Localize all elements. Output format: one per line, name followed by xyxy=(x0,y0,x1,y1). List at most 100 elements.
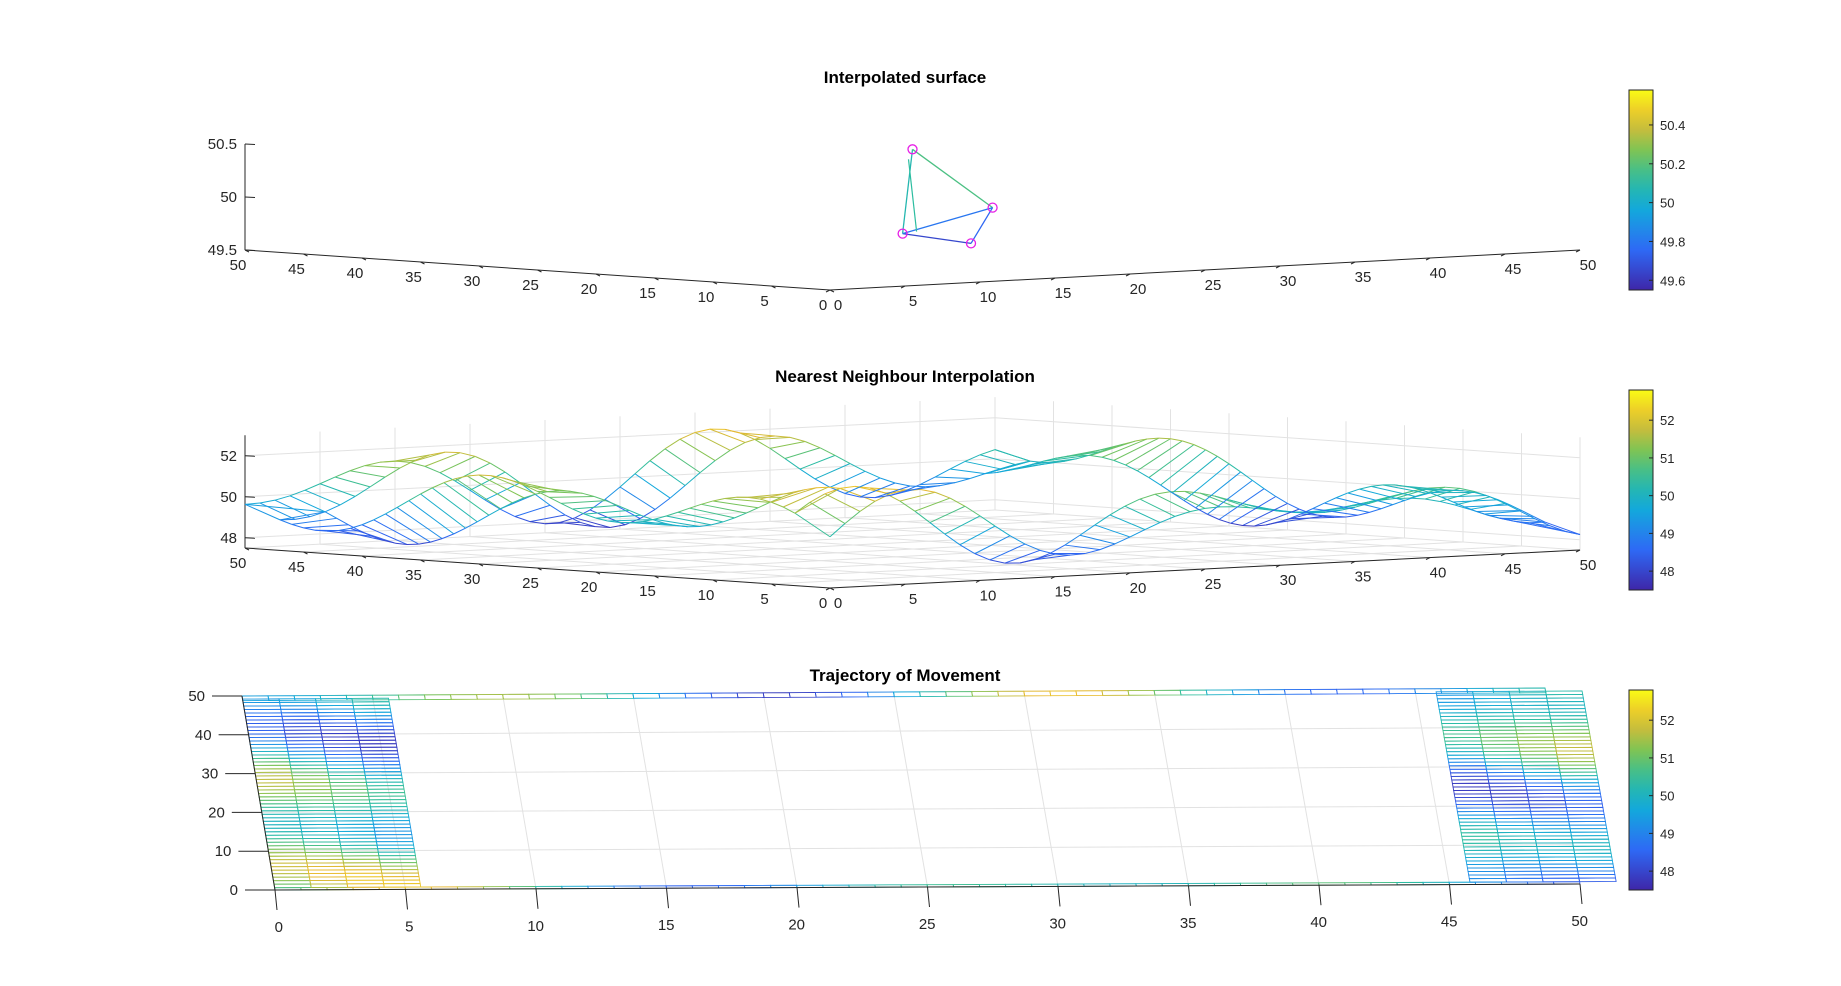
mesh-edge xyxy=(459,452,476,457)
mesh-edge xyxy=(408,493,421,502)
mesh-edge xyxy=(819,447,836,456)
z-tick-mark xyxy=(244,537,256,539)
mesh-edge xyxy=(989,543,1026,561)
mesh-edge xyxy=(570,490,583,494)
x-tick-mark xyxy=(1050,277,1056,281)
mesh-edge xyxy=(319,483,356,497)
mesh-edge xyxy=(979,454,1016,465)
mesh-edge xyxy=(385,507,398,515)
grid-line xyxy=(1283,689,1320,886)
mesh-edge xyxy=(529,514,566,523)
mesh-edge xyxy=(584,509,630,515)
mesh-edge xyxy=(1277,515,1323,523)
mesh-edge xyxy=(1136,440,1183,472)
mesh-edge xyxy=(361,519,374,526)
mesh-edge xyxy=(748,496,760,500)
mesh-edge xyxy=(439,455,476,474)
mesh-edge xyxy=(996,469,1009,474)
mesh-edge xyxy=(582,492,595,497)
grid-line xyxy=(1023,691,1059,887)
mesh-edge xyxy=(859,482,896,498)
mesh-edge xyxy=(701,503,747,514)
colorbar-tick-label: 50 xyxy=(1660,489,1674,504)
y-tick-label: 35 xyxy=(405,567,422,584)
mesh-edge xyxy=(634,473,671,499)
colorbar-tick-label: 52 xyxy=(1660,413,1674,428)
mesh-edge xyxy=(1486,495,1499,501)
mesh-edge xyxy=(844,511,861,524)
mesh-edge xyxy=(1274,510,1290,513)
mesh-edge xyxy=(1054,553,1071,556)
mesh-edge xyxy=(1199,492,1216,497)
mesh-cell xyxy=(788,692,817,698)
panel-interpolated-surface: Interpolated surface 0 5 10 15 20 25 30 35 40 45 5… xyxy=(208,68,1686,314)
mesh-cell xyxy=(1388,688,1417,695)
mesh-edge xyxy=(488,508,501,516)
x-tick-label: 40 xyxy=(1310,914,1327,931)
grid-line xyxy=(769,520,1356,562)
mesh-cell xyxy=(1231,689,1260,696)
mesh-edge xyxy=(1462,490,1475,493)
mesh-edge xyxy=(689,503,702,509)
mesh-edge xyxy=(899,491,936,502)
mesh-edge xyxy=(326,530,339,532)
x-tick-label: 20 xyxy=(788,917,805,934)
mesh-edge xyxy=(1497,499,1510,506)
mesh-edge xyxy=(1488,514,1501,519)
y-tick-mark xyxy=(537,567,542,571)
z-tick-mark xyxy=(244,496,256,498)
y-tick-mark xyxy=(771,583,776,587)
y-tick-label: 25 xyxy=(522,277,539,294)
mesh-cell xyxy=(502,693,530,700)
data-point-marker xyxy=(907,144,918,155)
mesh-edge xyxy=(1371,484,1383,487)
mesh-edge xyxy=(1382,484,1428,495)
grid-line xyxy=(261,805,1567,813)
mesh-edge xyxy=(1324,502,1370,513)
mesh-edge xyxy=(769,447,786,459)
mesh-cell xyxy=(528,693,557,700)
mesh-edge xyxy=(919,476,936,486)
mesh-edge xyxy=(431,482,445,489)
mesh-edge xyxy=(1053,460,1066,463)
mesh-cell xyxy=(658,692,687,699)
y-tick-mark xyxy=(712,579,718,583)
mesh-edge xyxy=(781,492,794,498)
grid-line xyxy=(762,692,798,888)
mesh-edge xyxy=(523,493,536,499)
mesh-cell xyxy=(293,695,322,701)
mesh-cell xyxy=(1075,690,1104,697)
mesh-edge xyxy=(1335,497,1382,510)
mesh-edge xyxy=(617,504,630,511)
mesh-edge xyxy=(664,448,701,474)
mesh-edge xyxy=(677,511,724,523)
mesh-edge xyxy=(1544,521,1581,536)
mesh-edge xyxy=(478,474,491,477)
colorbar-tick-label: 49.8 xyxy=(1660,234,1685,249)
mesh-edge xyxy=(782,486,829,508)
mesh-edge xyxy=(1347,488,1360,494)
mesh-edge xyxy=(348,524,361,532)
mesh-edge xyxy=(844,493,861,498)
mesh-cell xyxy=(1257,689,1286,695)
mesh-edge xyxy=(1345,514,1358,518)
mesh-cell xyxy=(919,691,947,697)
mesh-edge xyxy=(839,487,876,502)
mesh-edge xyxy=(544,522,561,525)
mesh-edge xyxy=(1254,508,1300,527)
mesh-edge xyxy=(1019,559,1036,564)
mesh-edge xyxy=(1207,513,1220,520)
mesh-edge xyxy=(829,523,846,538)
mesh-edge xyxy=(1300,508,1313,515)
mesh-edge xyxy=(607,519,653,522)
mesh-edge xyxy=(1549,525,1566,532)
axes-box: 0 5 10 15 20 25 30 35 40 45 50 0 5 10 15 20 25 30 35 40 45 50… xyxy=(220,435,1596,612)
mesh-edge xyxy=(1124,498,1141,507)
mesh-edge xyxy=(669,485,686,499)
mesh-edge xyxy=(364,461,381,467)
mesh-edge xyxy=(964,460,1001,470)
x-tick-label: 30 xyxy=(1280,572,1297,589)
mesh-edge xyxy=(1357,511,1370,516)
mesh-edge xyxy=(1249,507,1266,510)
mesh-edge xyxy=(919,482,956,486)
